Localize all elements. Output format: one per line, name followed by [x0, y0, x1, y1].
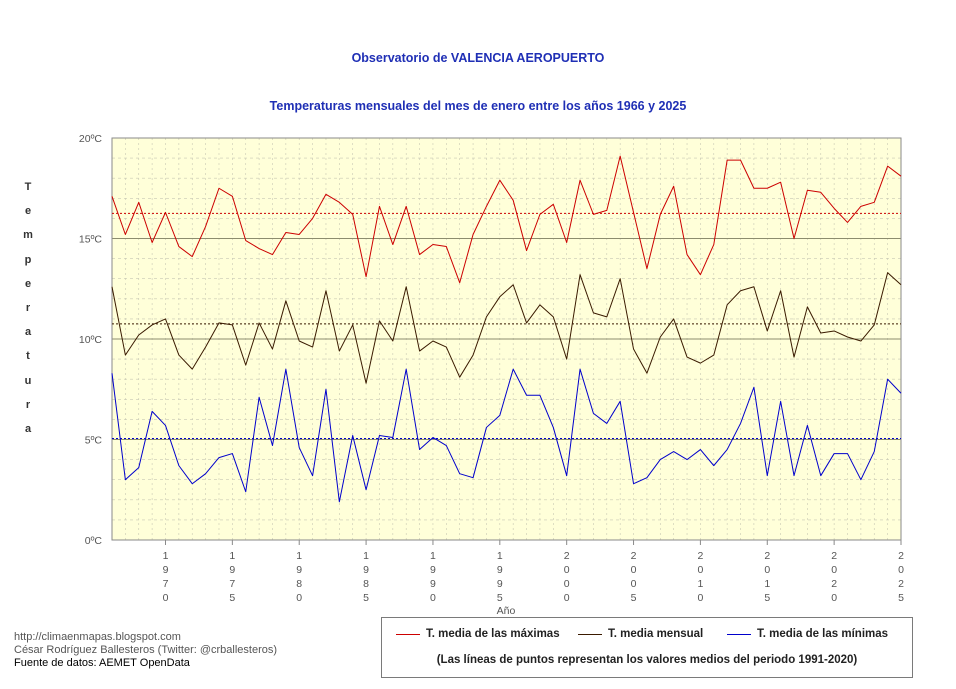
legend-entry-min: T. media de las mínimas — [727, 628, 888, 640]
y-axis-label-letter: r — [25, 301, 31, 314]
x-tick-label-digit: 0 — [831, 564, 837, 576]
x-tick-label-digit: 2 — [898, 578, 904, 590]
y-axis-label-letter: r — [25, 398, 31, 411]
x-tick-label-digit: 5 — [764, 592, 770, 604]
x-tick-label-digit: 1 — [163, 550, 169, 562]
x-tick-label-digit: 0 — [898, 564, 904, 576]
y-axis-label-letter: e — [24, 277, 32, 290]
x-tick-label-digit: 0 — [430, 592, 436, 604]
x-tick-label-digit: 0 — [764, 564, 770, 576]
y-tick-label: 20ºC — [79, 133, 103, 145]
x-tick-label-digit: 7 — [229, 578, 235, 590]
x-tick-label-digit: 9 — [497, 564, 503, 576]
x-tick-label-digit: 1 — [764, 578, 770, 590]
y-axis-label-letter: e — [24, 205, 32, 218]
x-tick-label-digit: 9 — [363, 564, 369, 576]
x-tick-label-digit: 2 — [564, 550, 570, 562]
legend-swatch-max — [396, 633, 420, 635]
x-tick-label-digit: 9 — [497, 578, 503, 590]
credits-author: César Rodríguez Ballesteros (Twitter: @c… — [14, 644, 278, 656]
x-tick-label-digit: 0 — [631, 564, 637, 576]
credits-source: Fuente de datos: AEMET OpenData — [14, 657, 190, 669]
legend-entry-mean: T. media mensual — [578, 628, 703, 640]
credits-blog[interactable]: http://climaenmapas.blogspot.com — [14, 631, 181, 643]
series-line-0 — [111, 155, 902, 284]
x-tick-label-digit: 1 — [697, 578, 703, 590]
x-tick-label-digit: 0 — [631, 578, 637, 590]
legend-swatch-mean — [578, 633, 602, 635]
x-tick-label-digit: 2 — [831, 550, 837, 562]
credits: http://climaenmapas.blogspot.com César R… — [14, 631, 277, 670]
chart-title: Observatorio de VALENCIA AEROPUERTO — [351, 51, 605, 65]
x-tick-label-digit: 7 — [163, 578, 169, 590]
y-tick-label: 10ºC — [79, 334, 103, 346]
x-tick-label-digit: 9 — [229, 564, 235, 576]
y-axis-label-letter: m — [23, 229, 33, 242]
x-tick-label-digit: 9 — [296, 564, 302, 576]
legend-label-max: T. media de las máximas — [426, 628, 560, 640]
x-tick-label-digit: 5 — [497, 592, 503, 604]
x-tick-label-digit: 0 — [296, 592, 302, 604]
x-tick-label-digit: 1 — [497, 550, 503, 562]
chart-subtitle: Temperaturas mensuales del mes de enero … — [269, 99, 687, 113]
x-tick-label-digit: 9 — [430, 578, 436, 590]
x-tick-label-digit: 0 — [697, 564, 703, 576]
x-tick-label-digit: 0 — [163, 592, 169, 604]
x-tick-label-digit: 1 — [363, 550, 369, 562]
x-tick-label-digit: 5 — [898, 592, 904, 604]
x-tick-label-digit: 0 — [564, 578, 570, 590]
y-axis-label-letter: a — [24, 422, 32, 435]
x-tick-label-digit: 9 — [163, 564, 169, 576]
x-tick-label-digit: 2 — [898, 550, 904, 562]
y-axis-label-letter: p — [24, 253, 32, 266]
legend-swatch-min — [727, 633, 751, 635]
x-tick-label-digit: 2 — [831, 578, 837, 590]
legend-label-mean: T. media mensual — [608, 628, 704, 640]
x-tick-label-digit: 5 — [363, 592, 369, 604]
x-tick-label-digit: 1 — [296, 550, 302, 562]
y-tick-label: 15ºC — [79, 234, 103, 246]
x-tick-label-digit: 0 — [564, 592, 570, 604]
y-axis-label-letter: T — [24, 181, 32, 193]
x-tick-label-digit: 5 — [631, 592, 637, 604]
y-tick-label: 5ºC — [85, 435, 103, 447]
legend-entry-max: T. media de las máximas — [396, 628, 560, 640]
x-tick-label-digit: 2 — [697, 550, 703, 562]
x-axis-label: Año — [497, 605, 516, 617]
x-tick-label-digit: 1 — [229, 550, 235, 562]
legend: T. media de las máximas T. media mensual… — [381, 617, 913, 678]
x-tick-label-digit: 8 — [296, 578, 302, 590]
x-tick-label-digit: 0 — [697, 592, 703, 604]
x-tick-label-digit: 2 — [764, 550, 770, 562]
y-axis-label-letter: u — [24, 374, 32, 387]
y-tick-label: 0ºC — [85, 535, 103, 547]
x-tick-label-digit: 0 — [831, 592, 837, 604]
x-tick-label-digit: 2 — [631, 550, 637, 562]
legend-label-min: T. media de las mínimas — [757, 628, 889, 640]
x-tick-label-digit: 9 — [430, 564, 436, 576]
x-tick-label-digit: 0 — [564, 564, 570, 576]
y-axis-label-letter: t — [26, 350, 30, 363]
x-tick-label-digit: 8 — [363, 578, 369, 590]
plot-border — [111, 137, 902, 541]
series-line-2 — [111, 368, 902, 503]
legend-note: (Las líneas de puntos representan los va… — [436, 654, 858, 666]
series-line-1 — [111, 272, 902, 384]
x-tick-label-digit: 5 — [229, 592, 235, 604]
x-tick-label-digit: 1 — [430, 550, 436, 562]
y-axis-label-letter: a — [24, 326, 32, 339]
